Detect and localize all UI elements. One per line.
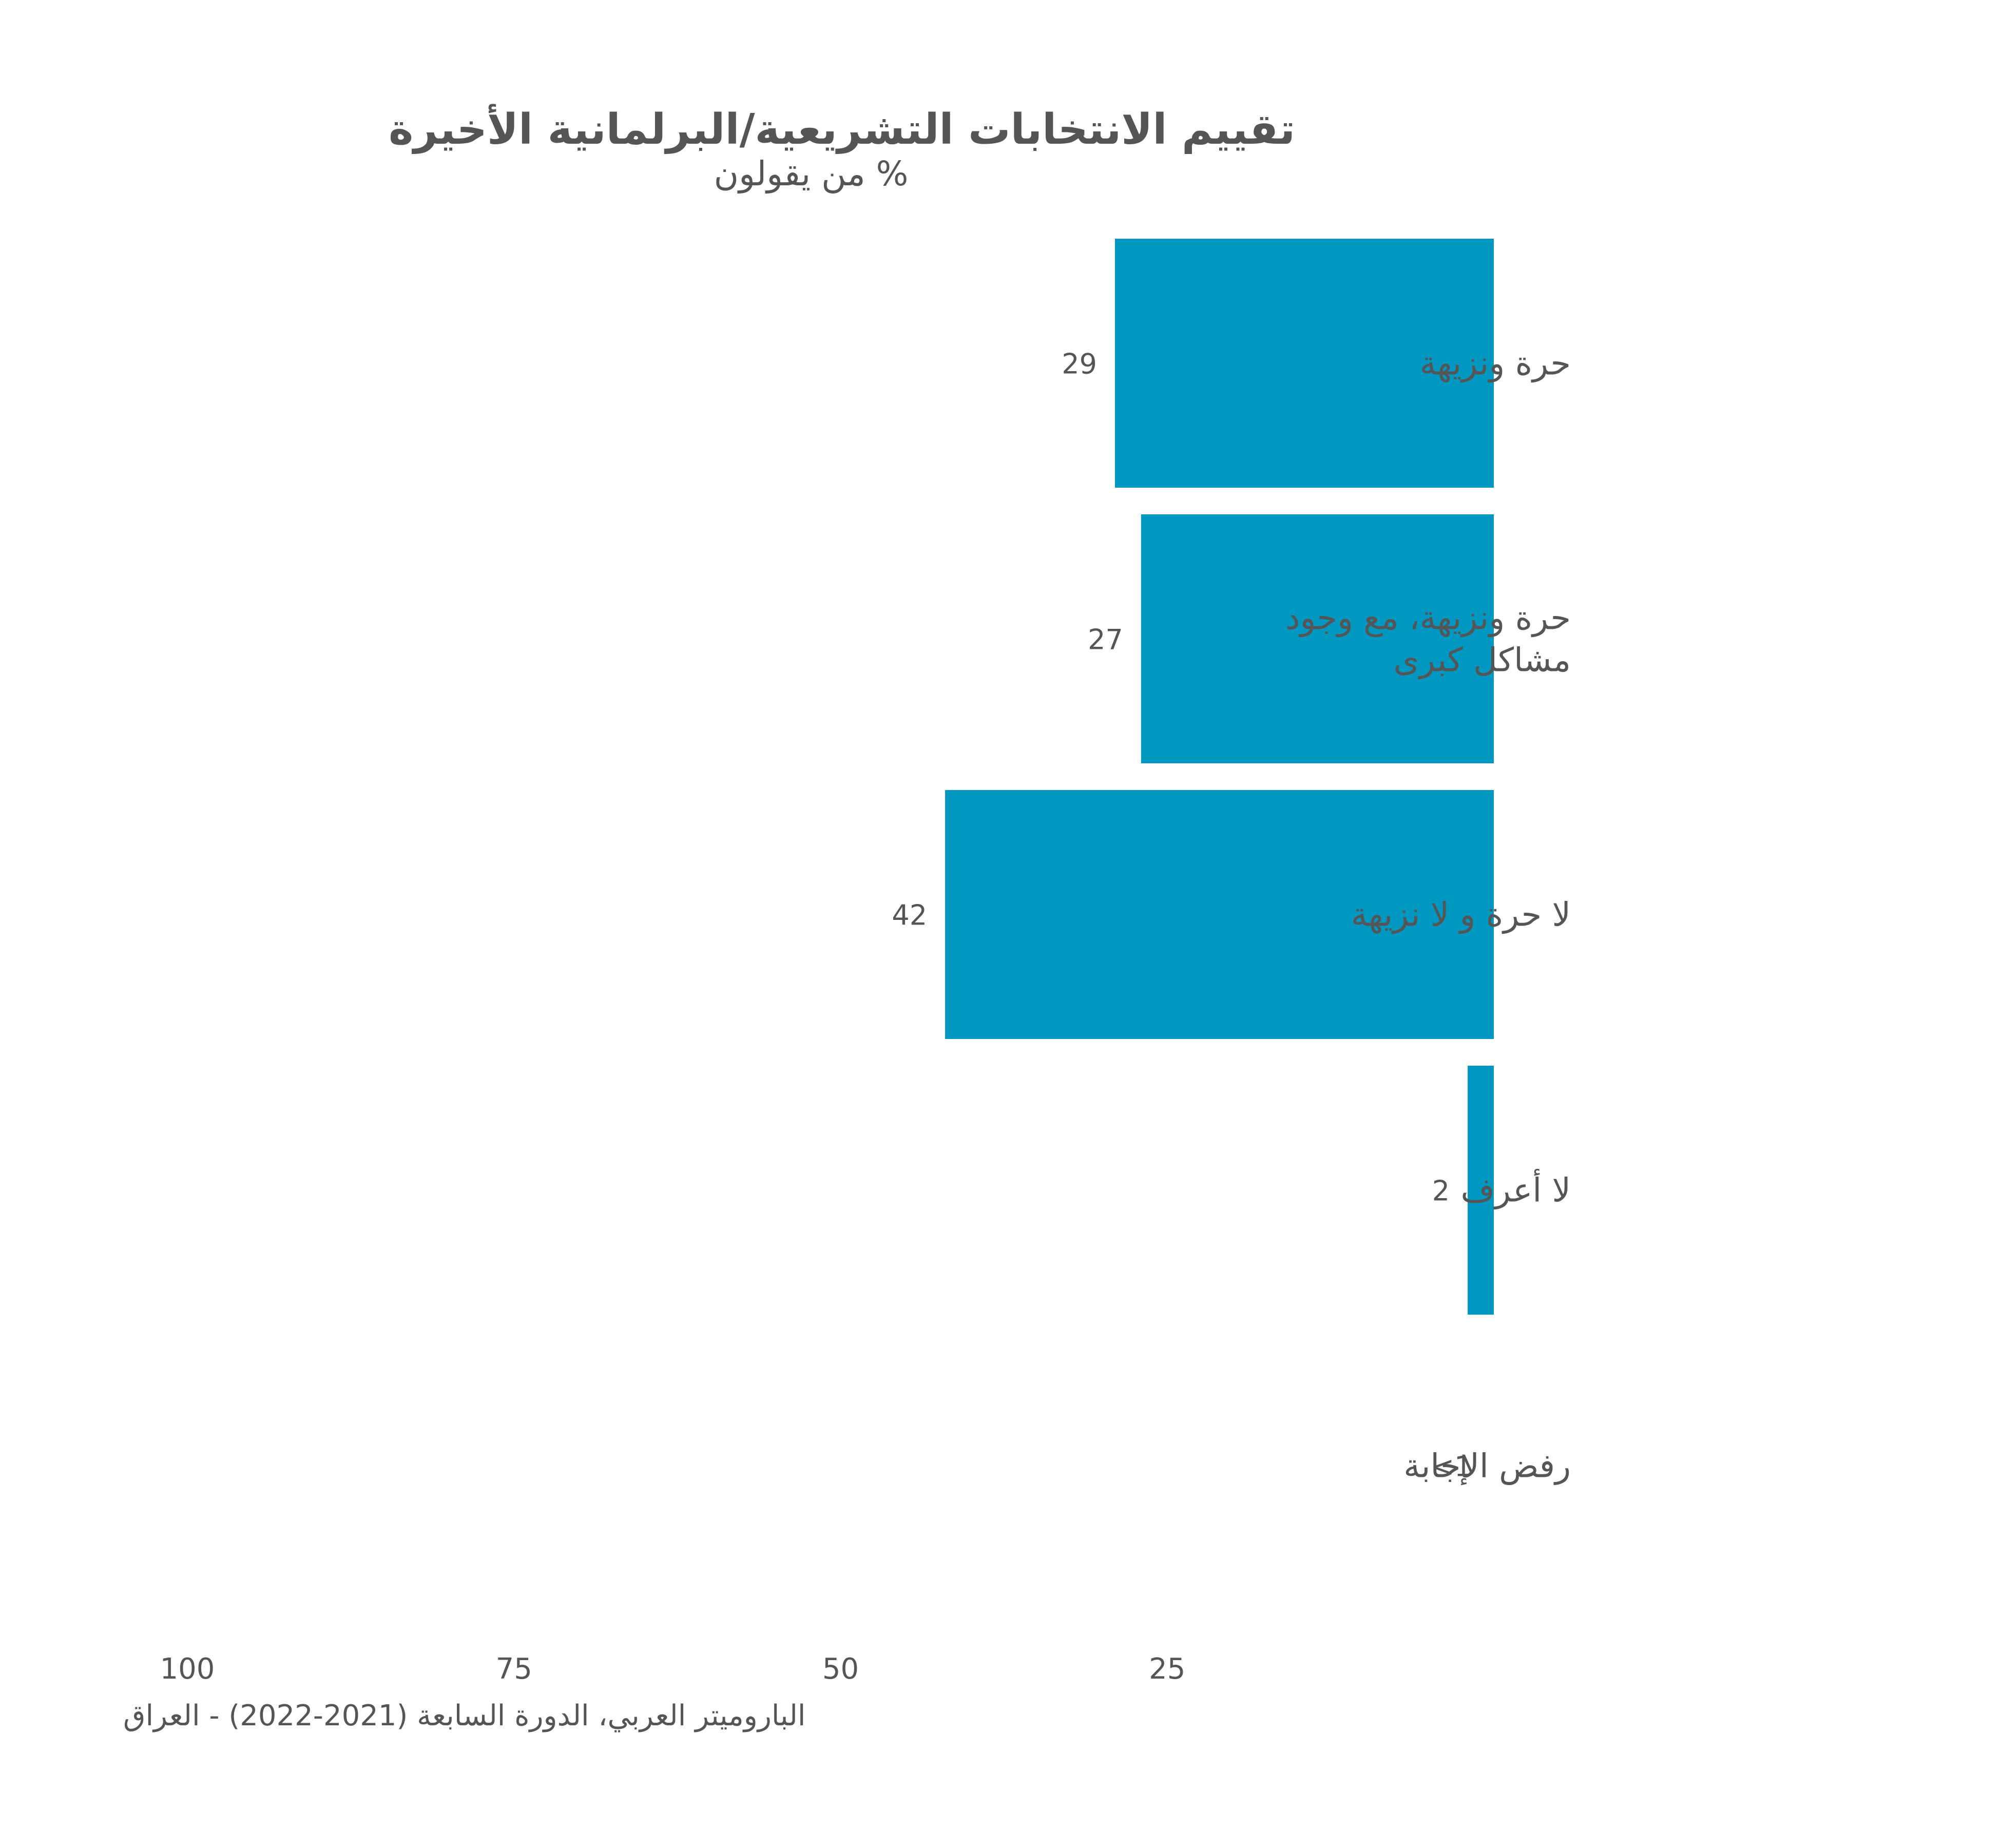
bars-group bbox=[945, 239, 1494, 1315]
chart-subtitle: % من يقولون bbox=[714, 154, 909, 194]
bar-value-label: 42 bbox=[892, 899, 927, 932]
bar bbox=[1141, 514, 1494, 763]
category-label: مشاكل كبرى bbox=[1394, 642, 1571, 680]
bar-value-label: 27 bbox=[1088, 624, 1123, 656]
bar-value-label: 29 bbox=[1062, 348, 1097, 380]
x-tick-label: 25 bbox=[1149, 1652, 1185, 1686]
category-label: لا حرة و لا نزيهة bbox=[1351, 896, 1571, 934]
category-label: رفض الإجابة bbox=[1403, 1448, 1571, 1486]
value-labels-group: 29 27 42 2 <1 bbox=[892, 348, 1472, 1483]
bar-value-label: <1 bbox=[1431, 1451, 1472, 1483]
category-label: حرة ونزيهة bbox=[1420, 345, 1571, 383]
chart-title: تقييم الانتخابات التشريعية/البرلمانية ال… bbox=[388, 105, 1296, 154]
category-label: حرة ونزيهة، مع وجود bbox=[1285, 600, 1571, 638]
x-axis-ticks: 25 50 75 100 bbox=[160, 1652, 1186, 1686]
bar bbox=[1114, 239, 1494, 488]
bar-value-label: 2 bbox=[1432, 1175, 1450, 1207]
bar bbox=[945, 790, 1494, 1039]
category-label: لا أعرف bbox=[1461, 1169, 1571, 1210]
category-labels-group: حرة ونزيهة حرة ونزيهة، مع وجود مشاكل كبرى ل… bbox=[1285, 345, 1571, 1486]
source-note: الباروميتر العربي، الدورة السابعة (2021-… bbox=[123, 1699, 806, 1732]
bar bbox=[1468, 1066, 1494, 1315]
x-tick-label: 50 bbox=[822, 1652, 859, 1686]
x-tick-label: 100 bbox=[160, 1652, 215, 1686]
x-tick-label: 75 bbox=[496, 1652, 532, 1686]
